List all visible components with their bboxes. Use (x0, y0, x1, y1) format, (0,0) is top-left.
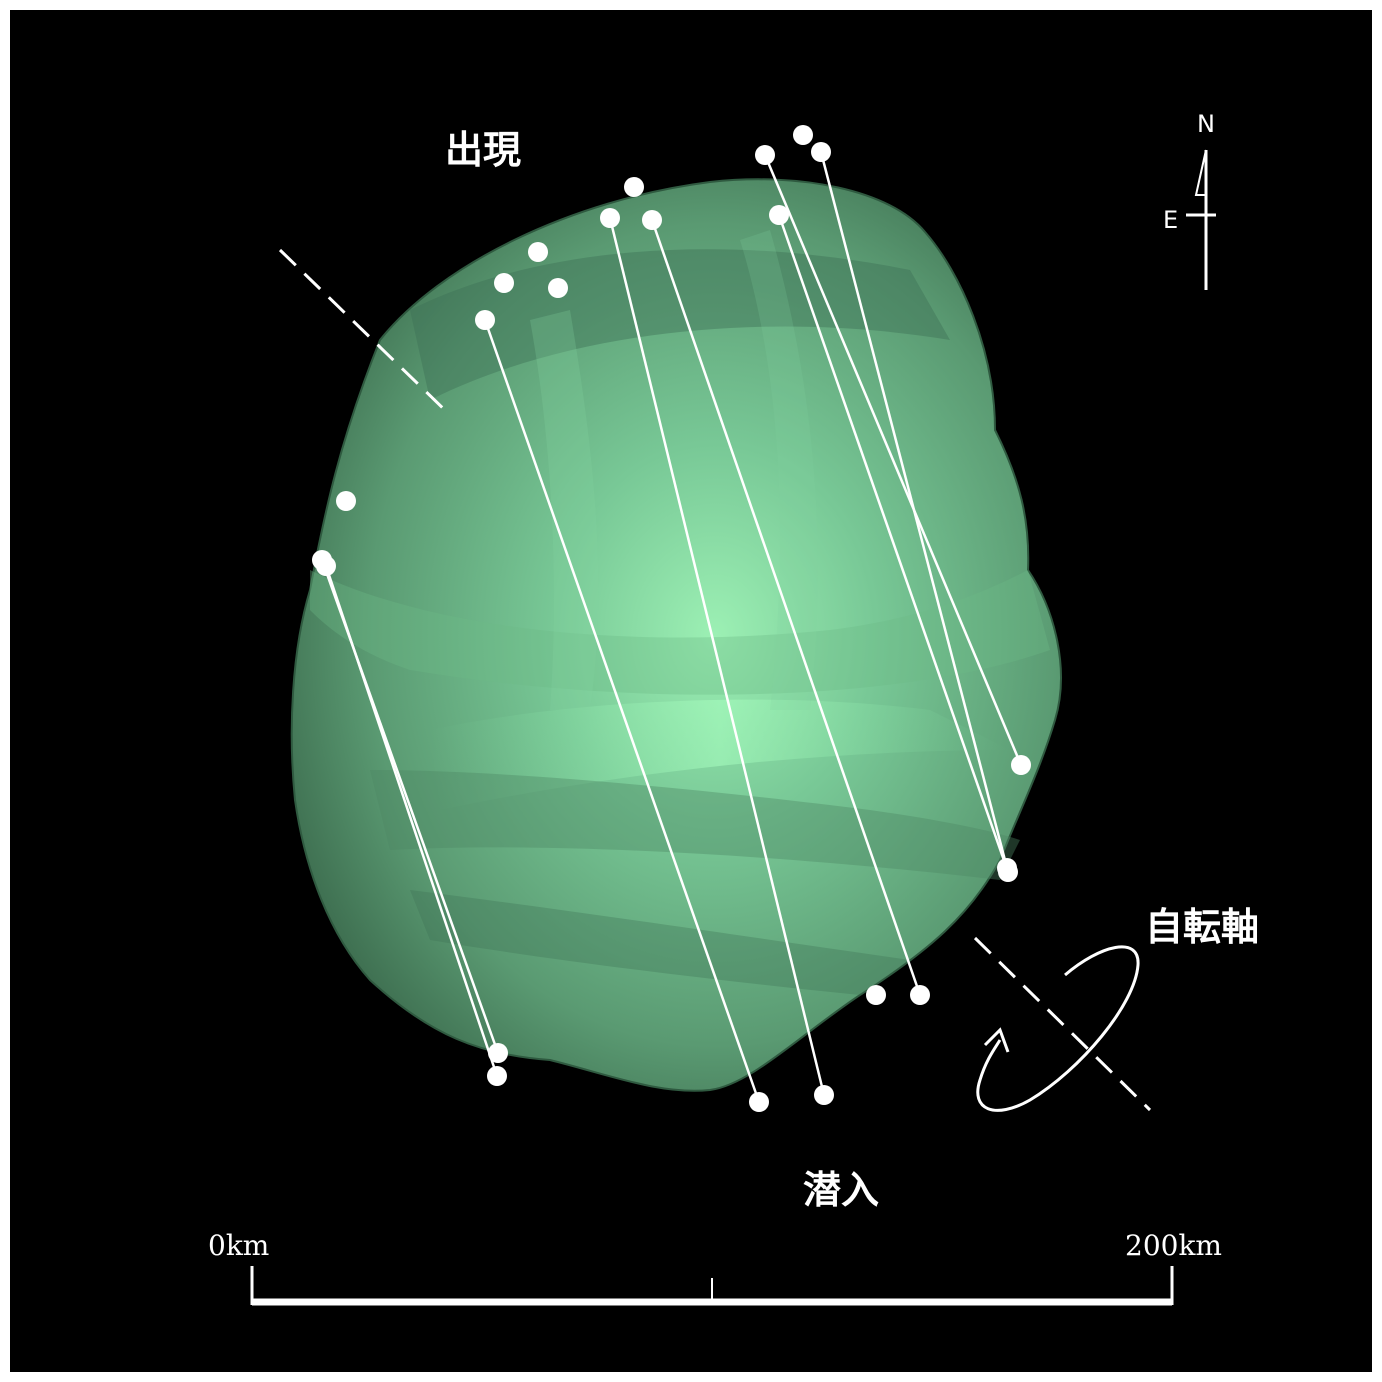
chord-reappearance-dot (769, 205, 789, 225)
rotation-axis-label: 自転軸 (1145, 905, 1259, 949)
chord-reappearance-dot (811, 142, 831, 162)
observation-dot (548, 278, 568, 298)
chord-disappearance-dot (488, 1043, 508, 1063)
chord-reappearance-dot (600, 208, 620, 228)
occultation-chords (312, 142, 1031, 1112)
chord-reappearance-dot (475, 310, 495, 330)
axis-segment-lower (973, 936, 1152, 1112)
reappearance-label: 出現 (445, 128, 521, 172)
chord-disappearance-dot (997, 858, 1017, 878)
chord-disappearance-dot (749, 1092, 769, 1112)
chord-disappearance-dot (1011, 755, 1031, 775)
chord-line (650, 219, 922, 996)
asteroid-shape (290, 178, 1062, 1092)
chord-line (777, 214, 1010, 873)
chord-line (819, 151, 1009, 869)
chord-reappearance-dot (755, 145, 775, 165)
chord-reappearance-dot (642, 210, 662, 230)
rotation-arrow-icon (976, 945, 1140, 1112)
chord-disappearance-dot (487, 1066, 507, 1086)
diagram-frame: 出現 潜入 自転軸 N E 0km 200km (10, 10, 1372, 1372)
scale-end-label: 200km (1125, 1229, 1222, 1262)
observation-dot (336, 491, 356, 511)
disappearance-label: 潜入 (803, 1168, 879, 1212)
chord-line (483, 319, 761, 1103)
observation-dots (336, 125, 886, 1005)
compass-icon (1186, 149, 1216, 290)
chord-disappearance-dot (910, 985, 930, 1005)
chord-disappearance-dot (814, 1085, 834, 1105)
axis-segment-upper (278, 248, 452, 417)
scale-bar (250, 1266, 1174, 1306)
compass-east-label: E (1163, 206, 1178, 234)
scale-start-label: 0km (208, 1229, 269, 1262)
chord-reappearance-dot (316, 556, 336, 576)
observation-dot (494, 273, 514, 293)
chord-line (608, 217, 826, 1096)
compass-north-label: N (1197, 110, 1215, 138)
observation-dot (793, 125, 813, 145)
observation-dot (528, 242, 548, 262)
occultation-diagram: 出現 潜入 自転軸 N E 0km 200km (208, 110, 1259, 1306)
chord-line (324, 565, 499, 1077)
chord-line (763, 154, 1023, 766)
observation-dot (624, 177, 644, 197)
observation-dot (866, 985, 886, 1005)
